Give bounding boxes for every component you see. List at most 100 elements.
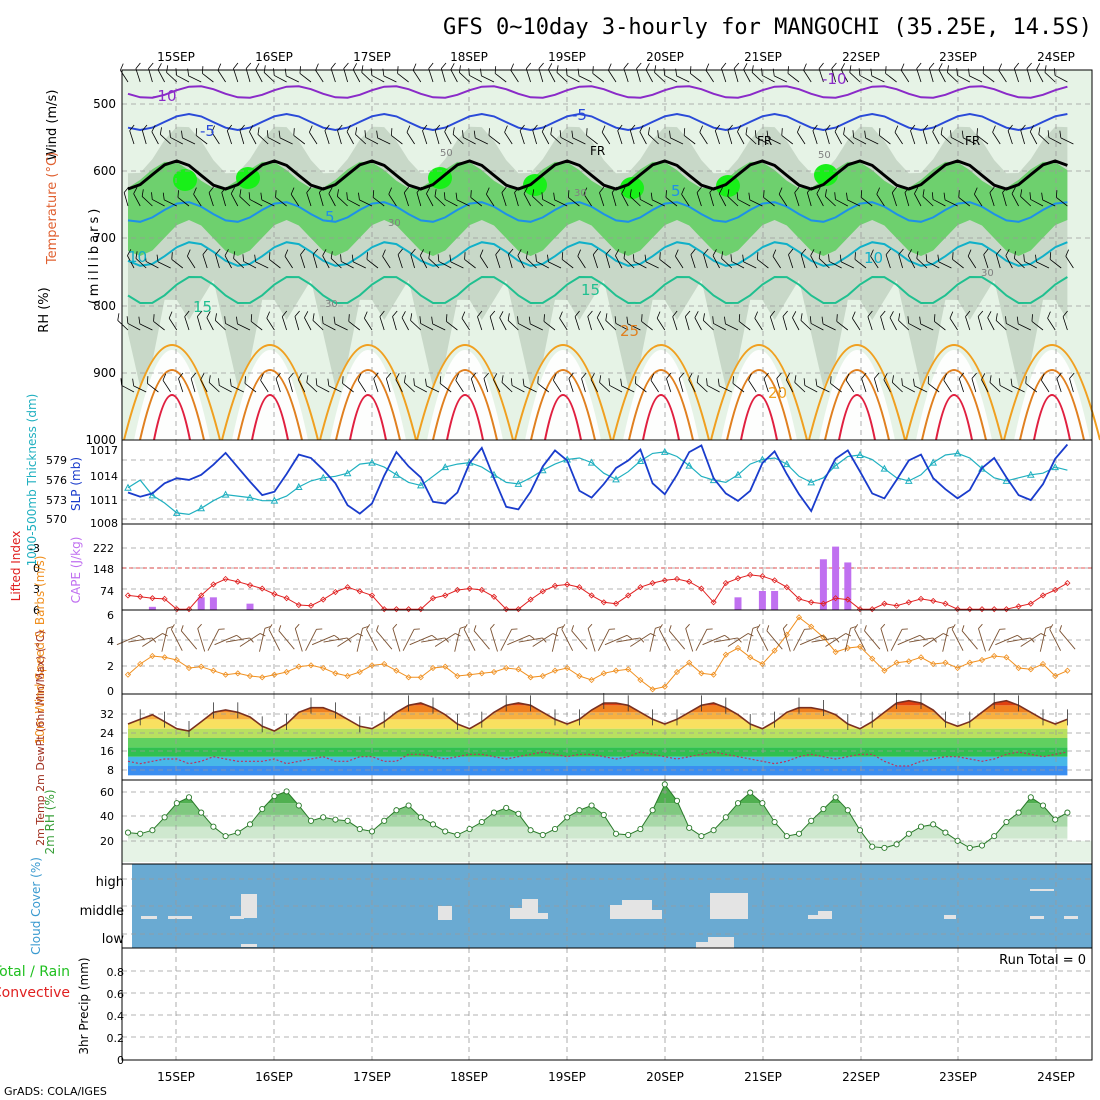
barb-shaft xyxy=(162,380,171,393)
wind-barb xyxy=(207,628,225,651)
barb-flag xyxy=(989,375,992,383)
barb-flag xyxy=(514,186,520,193)
barb-flag xyxy=(1036,63,1041,70)
barb-flag xyxy=(419,249,424,256)
barb-shaft xyxy=(207,629,220,651)
wind-barb xyxy=(978,623,986,652)
temperature-contour xyxy=(127,201,1068,223)
wind-barb xyxy=(402,628,420,651)
thickness-point xyxy=(172,508,181,516)
wind-speed-point xyxy=(271,671,278,678)
barb-shaft xyxy=(1029,131,1038,145)
wind-barb xyxy=(756,624,769,651)
wind-barb xyxy=(864,625,881,650)
contour-label-freeze: FR xyxy=(590,144,605,158)
barb-shaft xyxy=(353,261,366,269)
barb-shaft xyxy=(749,199,763,207)
wind-speed-line xyxy=(127,616,1068,690)
barb-flag xyxy=(894,125,899,133)
barb-shaft xyxy=(561,629,574,651)
barb-flag xyxy=(123,186,130,193)
barb-shaft xyxy=(707,385,720,393)
barb-shaft xyxy=(999,385,1013,393)
wind-barb xyxy=(356,626,369,652)
barb-flag xyxy=(464,252,466,260)
warm-contour xyxy=(808,344,906,441)
rh-point xyxy=(429,821,437,828)
barb-flag xyxy=(559,130,562,138)
barb-shaft xyxy=(818,68,824,83)
barb-shaft xyxy=(604,634,628,646)
precip-conv-label: Convective xyxy=(0,985,70,1001)
barb-shaft xyxy=(184,316,190,331)
barb-shaft xyxy=(219,385,232,393)
wind-barb xyxy=(956,68,970,83)
wind-barb xyxy=(419,316,434,331)
wind-barb xyxy=(747,626,759,652)
barb-shaft xyxy=(811,637,836,643)
barb-flag xyxy=(178,372,184,379)
lifted-index-point xyxy=(905,599,912,606)
barb-flag xyxy=(525,62,532,69)
barb-shaft xyxy=(164,199,177,207)
barb-flag xyxy=(840,63,845,70)
temp-band xyxy=(128,705,1068,713)
barb-flag xyxy=(166,65,169,73)
barb-shaft xyxy=(493,379,501,393)
barb-shaft xyxy=(926,261,940,269)
barb-shaft xyxy=(551,628,559,652)
barb-shaft xyxy=(230,193,239,207)
barb-shaft xyxy=(1020,130,1025,145)
thickness-point xyxy=(246,493,254,501)
barb-shaft xyxy=(538,68,544,83)
wind-barb xyxy=(657,130,671,145)
wind-barb xyxy=(816,187,824,207)
wind-barb xyxy=(278,130,293,145)
barb-flag xyxy=(169,130,171,138)
barb-flag xyxy=(974,187,978,195)
wind-barb xyxy=(590,373,598,393)
lifted-index-point xyxy=(942,600,949,607)
barb-shaft xyxy=(215,320,226,331)
barb-shaft xyxy=(182,137,196,145)
barb-flag xyxy=(403,186,410,193)
barb-shaft xyxy=(776,378,781,393)
barb-shaft xyxy=(250,321,263,331)
wind-barb xyxy=(245,62,252,83)
wind-speed-point xyxy=(600,670,607,677)
barb-shaft xyxy=(885,254,891,269)
barb-shaft xyxy=(377,137,391,145)
wind-barb xyxy=(1023,254,1037,269)
barb-flag xyxy=(1049,624,1054,630)
wind-barb xyxy=(672,310,678,331)
barb-shaft xyxy=(1002,192,1007,207)
wind-speed-point xyxy=(368,662,376,669)
barb-shaft xyxy=(397,254,403,269)
barb-shaft xyxy=(454,628,461,652)
barb-shaft xyxy=(713,637,738,643)
rh-point xyxy=(564,814,571,821)
barb-flag xyxy=(583,187,588,195)
barb-flag xyxy=(250,314,253,322)
barb-flag xyxy=(776,372,782,379)
wind-barb xyxy=(462,130,476,145)
wind-barb xyxy=(916,62,922,83)
barb-shaft xyxy=(421,637,445,643)
barb-flag xyxy=(266,311,270,319)
barb-flag xyxy=(370,68,373,76)
contour-label-rh30: 30 xyxy=(325,299,338,310)
wind-barb xyxy=(221,186,227,207)
wind-barb xyxy=(852,311,861,331)
barb-flag xyxy=(745,127,748,135)
barb-flag xyxy=(574,310,580,317)
barb-flag xyxy=(208,186,214,193)
wind-barb xyxy=(811,637,840,643)
barb-flag xyxy=(390,128,393,136)
wind-barb xyxy=(696,375,708,393)
barb-flag xyxy=(382,249,386,257)
wind-barb xyxy=(315,63,324,83)
barb-flag xyxy=(431,634,437,640)
wind-barb xyxy=(1044,65,1056,83)
barb-flag xyxy=(197,310,203,317)
barb-flag xyxy=(444,637,449,643)
